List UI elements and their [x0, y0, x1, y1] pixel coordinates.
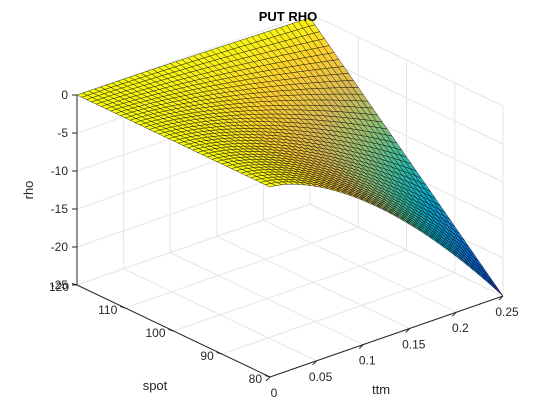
x-tick-label: 0.15: [402, 337, 426, 351]
grid-line-floor-y: [174, 250, 407, 331]
x-tick-label: 0.05: [309, 370, 333, 384]
z-axis-label: rho: [21, 181, 36, 200]
z-tick-label: -25: [51, 278, 69, 292]
z-tick-label: -15: [51, 202, 69, 216]
x-tick-label: 0.1: [359, 354, 376, 368]
x-axis-label: ttm: [372, 382, 390, 397]
chart-title: PUT RHO: [259, 9, 318, 24]
x-axis-line: [270, 296, 503, 377]
y-tick-label: 100: [145, 326, 165, 340]
z-tick-label: -10: [51, 164, 69, 178]
surface-patch: [492, 284, 503, 296]
y-tick-label: 80: [249, 372, 263, 386]
x-tick-label: 0: [271, 386, 278, 400]
y-tick-label: 110: [98, 303, 117, 317]
grid-line-back-z: [77, 204, 310, 285]
z-tick-label: -5: [57, 126, 68, 140]
grid-line-floor-y: [125, 227, 358, 308]
y-tick-label: 90: [200, 349, 214, 363]
surface-layer: [77, 18, 503, 296]
x-tick-label: 0.2: [452, 321, 469, 335]
z-tick-label: 0: [61, 88, 68, 102]
x-tick-mark: [266, 377, 270, 381]
x-tick-label: 0.25: [495, 305, 519, 319]
y-axis-label: spot: [143, 378, 168, 393]
z-tick-label: -20: [51, 240, 69, 254]
